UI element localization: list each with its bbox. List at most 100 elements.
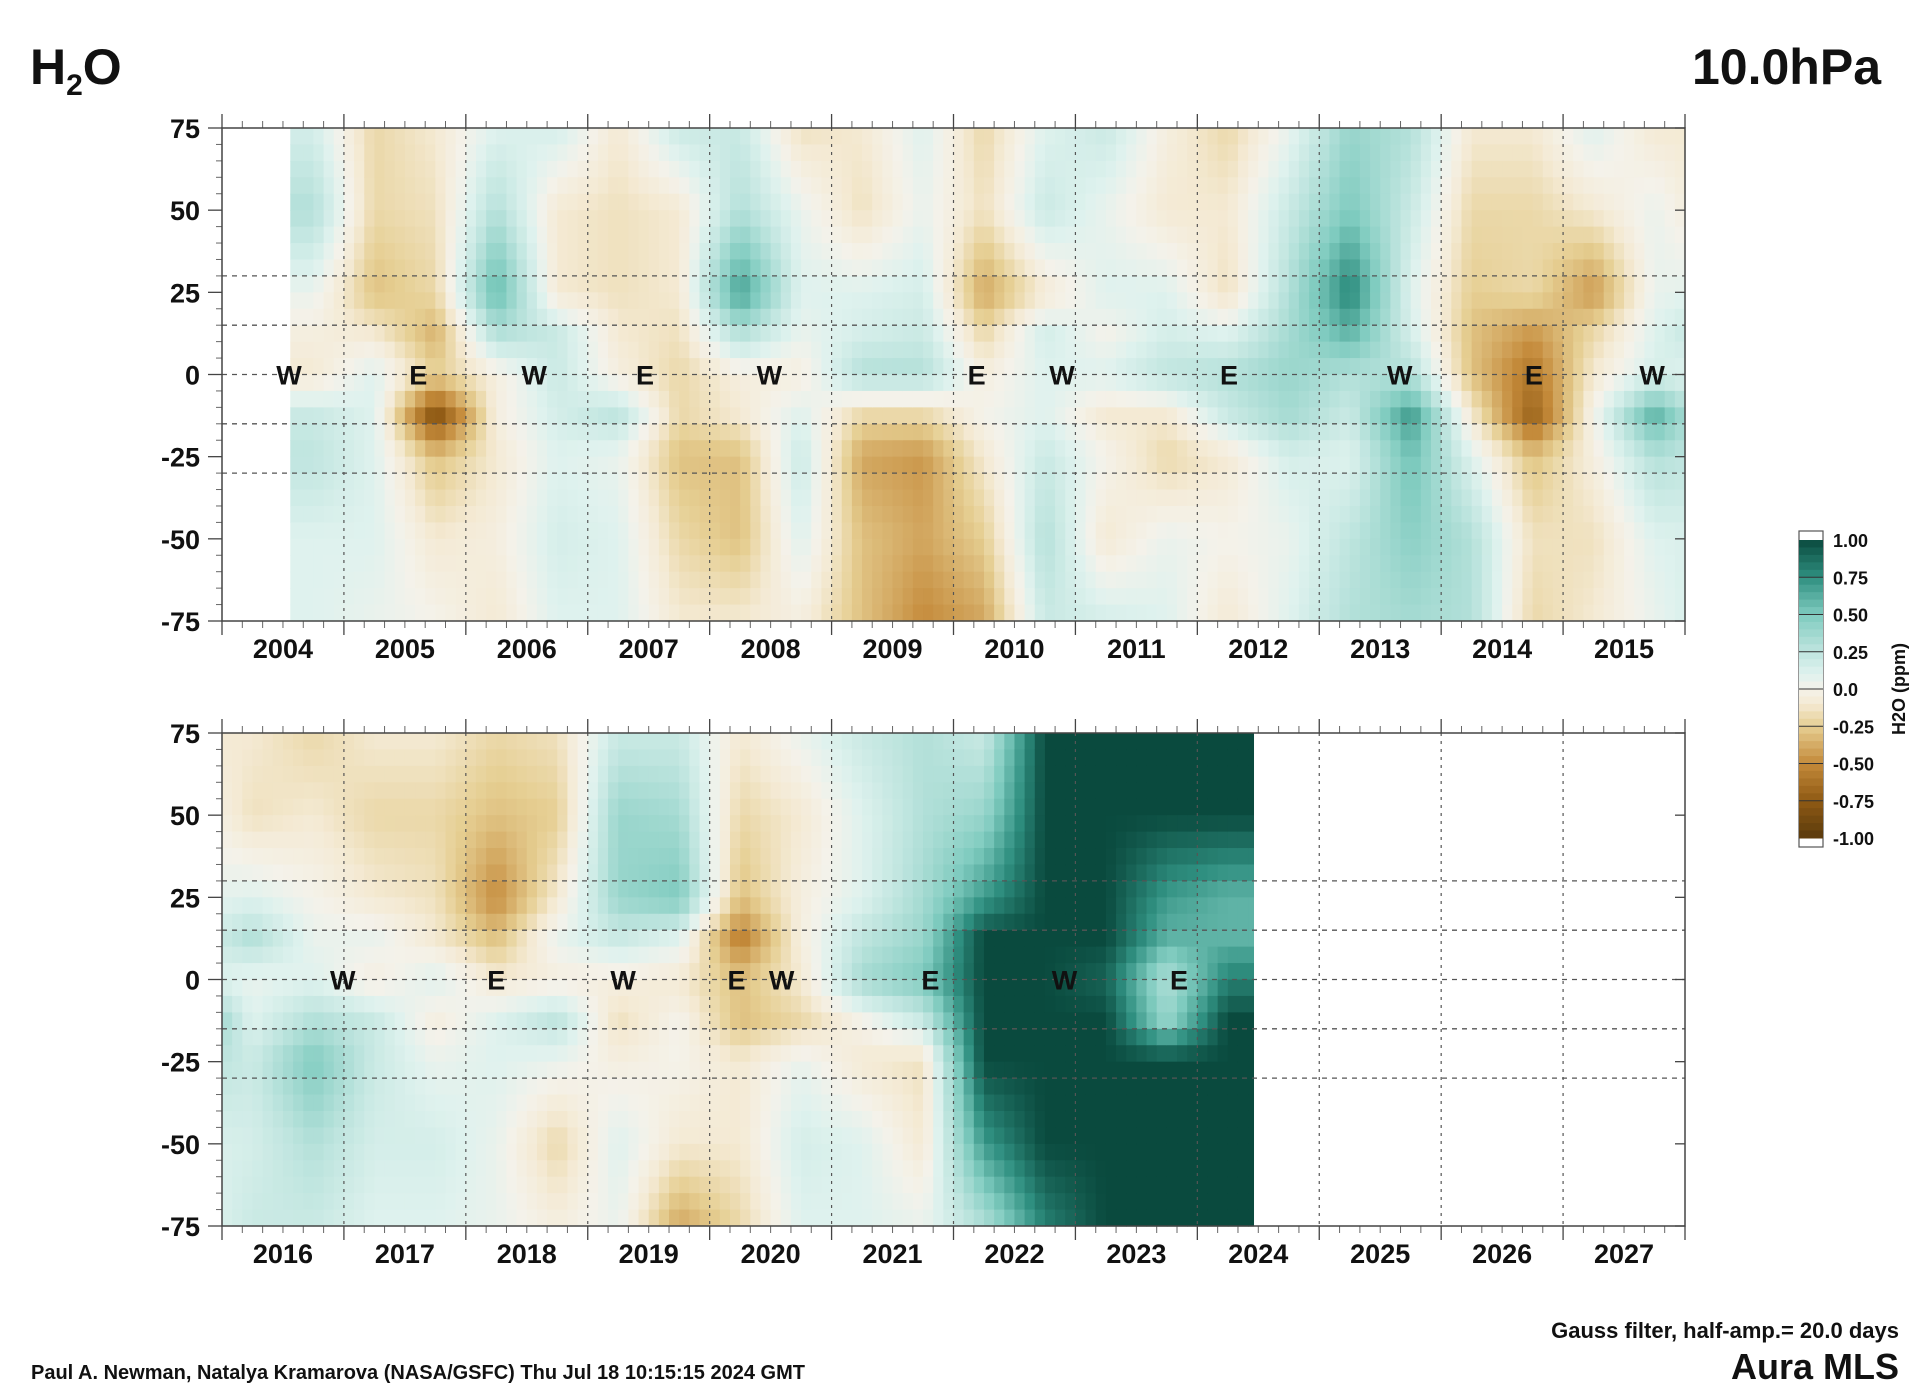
heatmap-cell bbox=[1126, 144, 1137, 162]
heatmap-cell bbox=[1055, 423, 1066, 441]
heatmap-cell bbox=[1461, 374, 1473, 392]
heatmap-cell bbox=[1288, 308, 1300, 326]
heatmap-cell bbox=[293, 128, 304, 146]
heatmap-cell bbox=[1542, 275, 1554, 293]
heatmap-cell bbox=[1563, 423, 1574, 441]
heatmap-cell bbox=[1542, 341, 1554, 359]
heatmap-cell bbox=[232, 831, 243, 849]
heatmap-cell bbox=[1258, 407, 1270, 425]
heatmap-cell bbox=[994, 604, 1005, 622]
heatmap-cell bbox=[1024, 588, 1036, 606]
heatmap-cell bbox=[496, 128, 508, 146]
heatmap-cell bbox=[303, 1028, 315, 1046]
heatmap-cell bbox=[648, 571, 660, 589]
heatmap-cell bbox=[364, 604, 375, 622]
heatmap-cell bbox=[658, 571, 670, 589]
heatmap-cell bbox=[1532, 292, 1544, 310]
heatmap-cell bbox=[313, 505, 325, 523]
heatmap-cell bbox=[963, 522, 975, 540]
heatmap-cell bbox=[1105, 160, 1117, 178]
heatmap-cell bbox=[1014, 292, 1026, 310]
heatmap-cell bbox=[333, 259, 345, 277]
heatmap-cell bbox=[1593, 423, 1605, 441]
heatmap-cell bbox=[1024, 226, 1036, 244]
heatmap-cell bbox=[1593, 144, 1605, 162]
heatmap-cell bbox=[648, 505, 660, 523]
heatmap-cell bbox=[1075, 489, 1087, 507]
heatmap-cell bbox=[425, 325, 436, 343]
heatmap-cell bbox=[1227, 390, 1239, 408]
heatmap-cell bbox=[435, 440, 447, 458]
heatmap-cell bbox=[343, 341, 355, 359]
heatmap-cell bbox=[1461, 243, 1473, 261]
heatmap-cell bbox=[1461, 210, 1473, 228]
heatmap-cell bbox=[1542, 571, 1554, 589]
heatmap-cell bbox=[567, 193, 579, 211]
heatmap-cell bbox=[1268, 440, 1280, 458]
heatmap-cell bbox=[1380, 128, 1391, 146]
heatmap-cell bbox=[1400, 456, 1412, 474]
heatmap-cell bbox=[811, 210, 823, 228]
heatmap-cell bbox=[290, 571, 294, 589]
heatmap-cell bbox=[364, 897, 375, 915]
heatmap-cell bbox=[689, 144, 701, 162]
heatmap-cell bbox=[343, 1127, 355, 1145]
heatmap-cell bbox=[394, 275, 406, 293]
heatmap-cell bbox=[394, 880, 406, 898]
heatmap-cell bbox=[1298, 440, 1310, 458]
heatmap-cell bbox=[415, 749, 426, 767]
heatmap-cell bbox=[1024, 325, 1036, 343]
heatmap-cell bbox=[648, 210, 660, 228]
heatmap-cell bbox=[303, 243, 315, 261]
heatmap-cell bbox=[750, 423, 762, 441]
heatmap-cell bbox=[252, 1176, 264, 1194]
heatmap-cell bbox=[1065, 538, 1077, 556]
heatmap-cell bbox=[628, 440, 640, 458]
heatmap-cell bbox=[1136, 390, 1148, 408]
heatmap-cell bbox=[679, 325, 690, 343]
heatmap-cell bbox=[1309, 423, 1320, 441]
heatmap-cell bbox=[1644, 177, 1656, 195]
heatmap-cell bbox=[333, 1143, 345, 1161]
heatmap-cell bbox=[1522, 588, 1534, 606]
heatmap-cell bbox=[1329, 604, 1341, 622]
heatmap-cell bbox=[333, 1209, 345, 1227]
heatmap-cell bbox=[638, 555, 650, 573]
heatmap-cell bbox=[1573, 243, 1584, 261]
heatmap-cell bbox=[862, 390, 873, 408]
heatmap-cell bbox=[333, 160, 345, 178]
heatmap-cell bbox=[384, 555, 396, 573]
heatmap-cell bbox=[933, 571, 944, 589]
heatmap-cell bbox=[882, 588, 894, 606]
heatmap-cell bbox=[323, 815, 335, 833]
heatmap-cell bbox=[1329, 292, 1341, 310]
y-tick-label: -25 bbox=[161, 443, 200, 473]
heatmap-cell bbox=[679, 275, 690, 293]
heatmap-cell bbox=[1552, 538, 1564, 556]
heatmap-cell bbox=[1319, 358, 1331, 376]
heatmap-cell bbox=[1329, 407, 1341, 425]
heatmap-cell bbox=[1197, 177, 1209, 195]
heatmap-cell bbox=[415, 782, 426, 800]
heatmap-cell bbox=[841, 177, 853, 195]
heatmap-cell bbox=[1034, 456, 1046, 474]
heatmap-cell bbox=[1116, 374, 1127, 392]
heatmap-cell bbox=[994, 341, 1005, 359]
heatmap-cell bbox=[293, 1127, 304, 1145]
heatmap-cell bbox=[608, 604, 619, 622]
heatmap-cell bbox=[323, 1061, 335, 1079]
heatmap-cell bbox=[1634, 588, 1645, 606]
heatmap-cell bbox=[801, 571, 812, 589]
heatmap-cell bbox=[1603, 407, 1615, 425]
heatmap-cell bbox=[1187, 407, 1198, 425]
heatmap-cell bbox=[1085, 177, 1097, 195]
heatmap-cell bbox=[953, 226, 965, 244]
heatmap-cell bbox=[354, 407, 365, 425]
heatmap-cell bbox=[496, 374, 508, 392]
heatmap-cell bbox=[1349, 473, 1361, 491]
heatmap-cell bbox=[496, 226, 508, 244]
heatmap-cell bbox=[821, 259, 833, 277]
heatmap-cell bbox=[1187, 538, 1198, 556]
heatmap-cell bbox=[1532, 456, 1544, 474]
heatmap-cell bbox=[1095, 226, 1107, 244]
